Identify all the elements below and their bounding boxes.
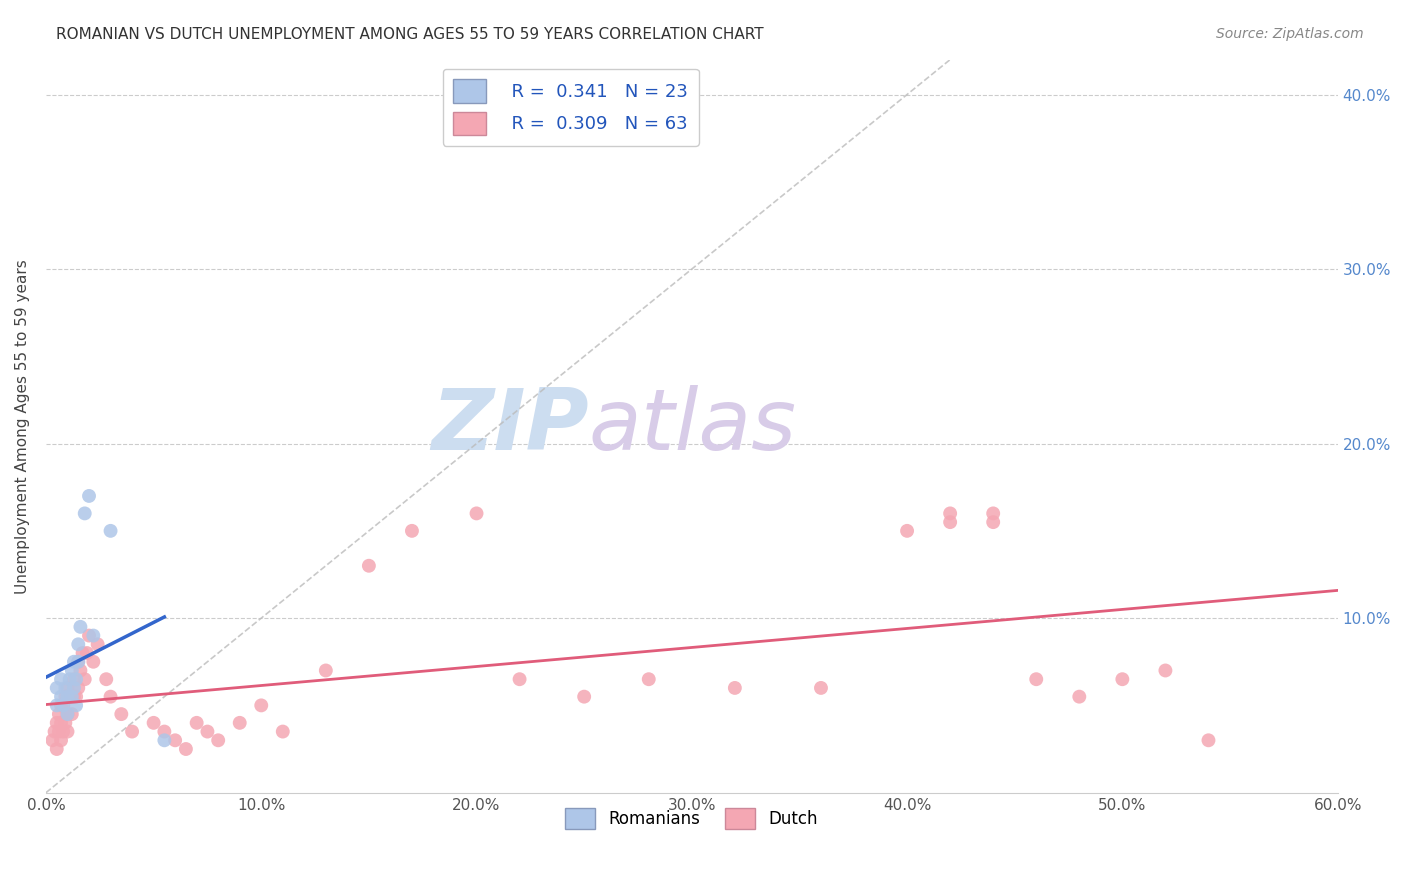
Point (724, 681, 747, 695)
Point (315, 664, 337, 678)
Point (82, 629, 104, 643)
Point (67, 655, 90, 669)
Point (86, 637, 108, 651)
Point (896, 524, 918, 538)
Point (48, 724, 70, 739)
Point (401, 524, 423, 538)
Point (69, 620, 91, 634)
Point (637, 672, 659, 686)
Point (49, 698, 72, 713)
Point (73, 507, 96, 521)
Point (41, 733, 63, 747)
Point (100, 690, 122, 704)
Point (52, 698, 75, 713)
Text: Source: ZipAtlas.com: Source: ZipAtlas.com (1216, 27, 1364, 41)
Point (76, 646, 98, 660)
Point (63, 655, 86, 669)
Point (110, 707, 132, 722)
Point (56, 690, 79, 704)
Point (60, 707, 83, 722)
Text: ROMANIAN VS DUTCH UNEMPLOYMENT AMONG AGES 55 TO 59 YEARS CORRELATION CHART: ROMANIAN VS DUTCH UNEMPLOYMENT AMONG AGE… (56, 27, 763, 42)
Point (939, 515, 962, 529)
Point (49, 690, 72, 704)
Point (49, 715, 72, 730)
Point (60, 664, 83, 678)
Y-axis label: Unemployment Among Ages 55 to 59 years: Unemployment Among Ages 55 to 59 years (15, 259, 30, 593)
Point (810, 681, 832, 695)
Point (357, 558, 380, 573)
Point (1154, 664, 1177, 678)
Point (65, 672, 87, 686)
Point (939, 507, 962, 521)
Point (153, 733, 176, 747)
Point (186, 715, 208, 730)
Point (250, 698, 273, 713)
Text: atlas: atlas (589, 384, 796, 467)
Point (52, 698, 75, 713)
Point (69, 664, 91, 678)
Point (49, 672, 72, 686)
Point (67, 637, 90, 651)
Point (82, 655, 104, 669)
Point (77, 629, 100, 643)
Point (53, 690, 76, 704)
Point (45, 698, 67, 713)
Point (228, 715, 250, 730)
Point (52, 724, 75, 739)
Point (165, 733, 187, 747)
Point (48, 707, 70, 722)
Point (53, 681, 76, 695)
Point (981, 507, 1004, 521)
Point (59, 690, 82, 704)
Point (73, 672, 96, 686)
Point (60, 690, 83, 704)
Point (65, 690, 87, 704)
Point (142, 715, 165, 730)
Point (45, 715, 67, 730)
Point (572, 690, 595, 704)
Point (65, 698, 87, 713)
Point (67, 655, 90, 669)
Point (174, 742, 197, 756)
Point (207, 733, 229, 747)
Point (96, 672, 118, 686)
Point (49, 733, 72, 747)
Point (1111, 672, 1133, 686)
Legend: Romanians, Dutch: Romanians, Dutch (558, 801, 825, 836)
Point (72, 646, 94, 660)
Point (1025, 672, 1047, 686)
Point (45, 742, 67, 756)
Point (1069, 690, 1091, 704)
Text: ZIP: ZIP (430, 384, 589, 467)
Point (67, 681, 90, 695)
Point (53, 715, 76, 730)
Point (981, 515, 1004, 529)
Point (100, 524, 122, 538)
Point (63, 690, 86, 704)
Point (56, 681, 79, 695)
Point (121, 724, 143, 739)
Point (153, 724, 176, 739)
Point (56, 707, 79, 722)
Point (59, 672, 82, 686)
Point (271, 724, 294, 739)
Point (44, 724, 66, 739)
Point (63, 681, 86, 695)
Point (509, 672, 531, 686)
Point (63, 672, 86, 686)
Point (465, 507, 488, 521)
Point (77, 489, 100, 503)
Point (45, 681, 67, 695)
Point (1198, 733, 1220, 747)
Point (56, 707, 79, 722)
Point (197, 724, 219, 739)
Point (56, 724, 79, 739)
